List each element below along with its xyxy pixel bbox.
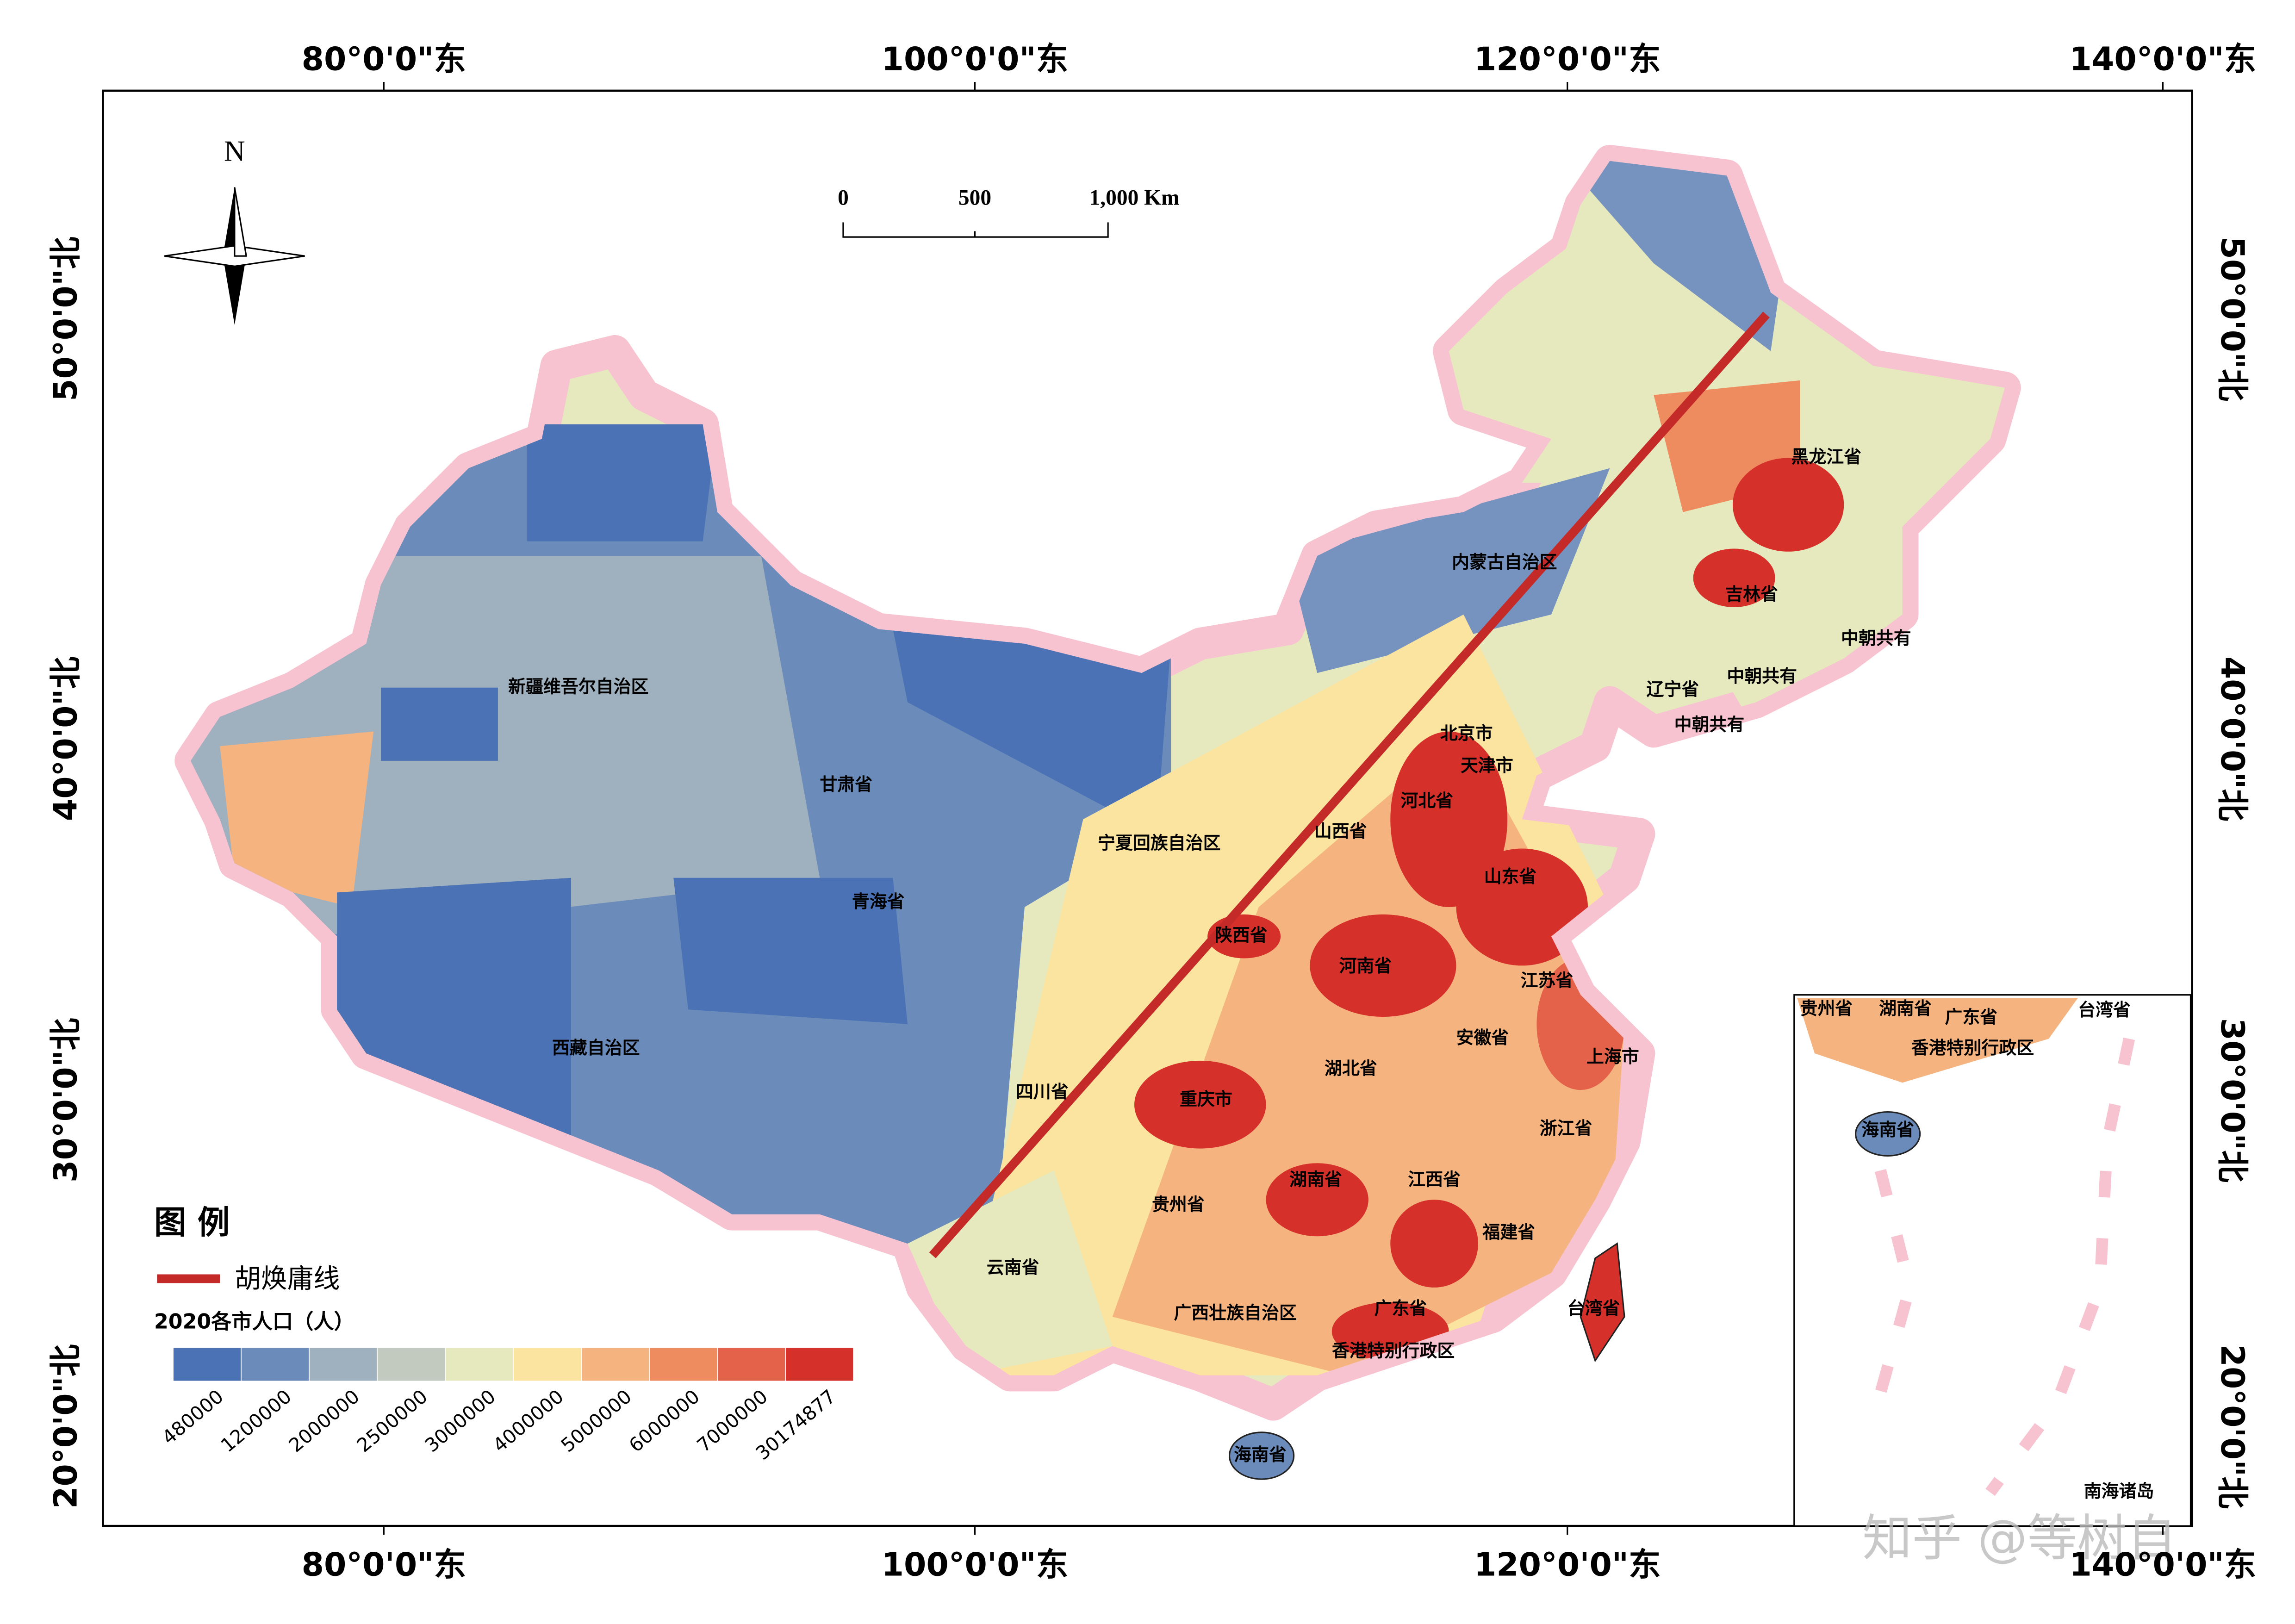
inset-land (1797, 997, 2078, 1083)
province-label: 中朝共有 (1674, 714, 1745, 734)
lon-label-bottom: 140°0'0"东 (2070, 1546, 2257, 1584)
province-label: 甘肃省 (820, 774, 872, 795)
province-label: 新疆维吾尔自治区 (508, 676, 648, 697)
inset-hainan (1854, 1111, 1921, 1157)
lon-label-top: 140°0'0"东 (2070, 41, 2257, 78)
inset-label: 台湾省 (2078, 1000, 2131, 1020)
legend-swatch (581, 1347, 650, 1382)
province-label: 江西省 (1408, 1170, 1461, 1190)
lon-label-top: 100°0'0"东 (882, 41, 1069, 78)
lat-label-left: 20°0'0"北 (47, 1344, 84, 1509)
lat-label-left: 50°0'0"北 (47, 236, 84, 401)
inset-label: 贵州省 (1800, 998, 1853, 1019)
province-label: 西藏自治区 (552, 1038, 640, 1058)
inset-label: 湖南省 (1879, 998, 1932, 1019)
scale-label: 500 (958, 186, 991, 210)
province-label: 山西省 (1314, 821, 1367, 841)
population-regions (191, 161, 2005, 1375)
lon-label-top: 120°0'0"东 (1474, 41, 1661, 78)
inset-boundary (1867, 1037, 2135, 1496)
province-label: 香港特别行政区 (1332, 1341, 1455, 1361)
watermark: 知乎 @等树自 (1862, 1509, 2177, 1567)
legend-swatch (241, 1347, 310, 1382)
province-label: 浙江省 (1540, 1118, 1592, 1139)
province-label: 上海市 (1586, 1046, 1639, 1067)
province-label: 重庆市 (1180, 1089, 1232, 1109)
lat-label-right: 50°0'0"北 (2214, 236, 2251, 401)
legend-swatch (309, 1347, 378, 1382)
province-label: 安徽省 (1456, 1027, 1509, 1048)
lon-label-bottom: 120°0'0"东 (1474, 1546, 1661, 1584)
inset-label: 海南省 (1861, 1120, 1914, 1140)
lat-label-left: 30°0'0"北 (47, 1018, 84, 1182)
province-label: 黑龙江省 (1791, 447, 1861, 467)
lat-label-right: 40°0'0"北 (2214, 657, 2251, 821)
province-label: 广东省 (1375, 1298, 1427, 1319)
province-label: 湖南省 (1289, 1170, 1342, 1190)
province-label: 贵州省 (1152, 1194, 1205, 1214)
inset-label: 香港特别行政区 (1911, 1038, 2034, 1058)
province-label: 河南省 (1339, 956, 1392, 976)
taiwan (1580, 1242, 1625, 1363)
legend-swatch (377, 1347, 446, 1382)
province-label: 北京市 (1440, 723, 1493, 743)
province-label: 湖北省 (1325, 1058, 1377, 1078)
province-label: 四川省 (1016, 1082, 1069, 1102)
legend-line-label: 胡焕庸线 (235, 1263, 340, 1294)
inset-label: 广东省 (1945, 1007, 1997, 1027)
legend-swatch (173, 1347, 242, 1382)
scale-bar (842, 222, 1109, 238)
province-label: 海南省 (1234, 1444, 1287, 1465)
legend-title: 图 例 (154, 1204, 230, 1241)
province-label: 福建省 (1482, 1222, 1535, 1242)
province-label: 广西壮族自治区 (1174, 1302, 1296, 1323)
legend-ramp-title: 2020各市人口（人） (154, 1310, 355, 1333)
lat-label-right: 30°0'0"北 (2214, 1018, 2251, 1182)
lat-label-left: 40°0'0"北 (47, 657, 84, 821)
province-label: 辽宁省 (1647, 679, 1699, 700)
province-label: 江苏省 (1521, 971, 1574, 991)
lon-label-bottom: 80°0'0"东 (302, 1546, 466, 1584)
province-label: 内蒙古自治区 (1452, 552, 1557, 572)
province-label: 云南省 (987, 1257, 1039, 1277)
province-label: 台湾省 (1567, 1298, 1620, 1319)
legend-swatch (513, 1347, 582, 1382)
legend-swatch (649, 1347, 718, 1382)
inset-frame (1793, 994, 2192, 1527)
north-label: N (224, 135, 245, 168)
province-label: 陕西省 (1215, 925, 1268, 946)
province-label: 吉林省 (1725, 584, 1778, 604)
legend-swatch (785, 1347, 854, 1382)
province-label: 中朝共有 (1841, 628, 1911, 648)
lon-label-bottom: 100°0'0"东 (882, 1546, 1069, 1584)
province-label: 青海省 (852, 891, 905, 912)
province-label: 河北省 (1400, 790, 1453, 811)
legend-swatch (717, 1347, 786, 1382)
province-label: 中朝共有 (1727, 666, 1797, 686)
province-label: 宁夏回族自治区 (1098, 833, 1220, 853)
legend-swatch (445, 1347, 514, 1382)
lon-label-top: 80°0'0"东 (302, 41, 466, 78)
hu-line (929, 311, 1770, 1258)
scale-label: 1,000 Km (1089, 186, 1180, 210)
lat-label-right: 20°0'0"北 (2214, 1344, 2251, 1509)
hainan (1228, 1431, 1295, 1480)
scale-label: 0 (838, 186, 849, 210)
inset-label: 南海诸岛 (2084, 1481, 2154, 1501)
province-label: 山东省 (1484, 866, 1537, 887)
province-label: 天津市 (1461, 755, 1513, 776)
